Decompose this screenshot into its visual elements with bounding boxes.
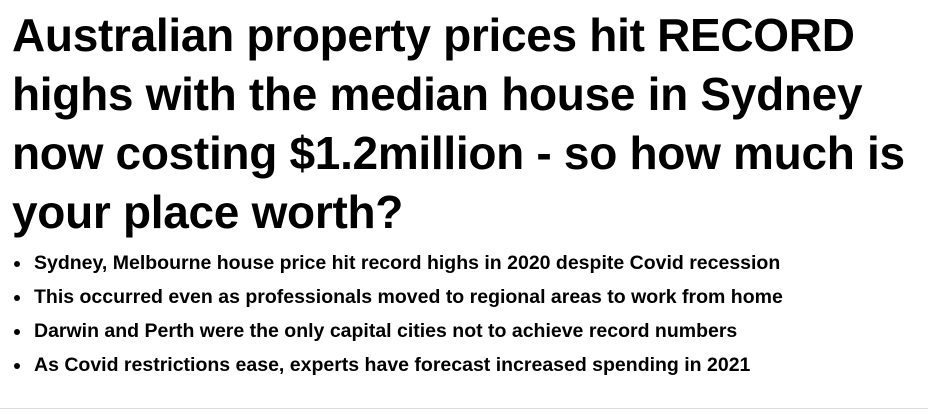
- headline: Australian property prices hit RECORD hi…: [12, 9, 905, 238]
- bullet-list: Sydney, Melbourne house price hit record…: [12, 246, 926, 382]
- bullet: Darwin and Perth were the only capital c…: [12, 314, 926, 348]
- bullet: As Covid restrictions ease, experts have…: [12, 348, 926, 382]
- bullet: Sydney, Melbourne house price hit record…: [12, 246, 926, 280]
- bullet: This occurred even as professionals move…: [12, 280, 926, 314]
- divider: [0, 408, 928, 409]
